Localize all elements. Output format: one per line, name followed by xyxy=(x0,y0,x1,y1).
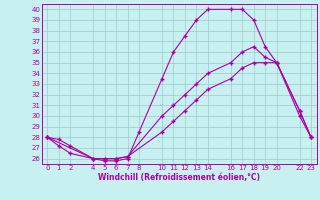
X-axis label: Windchill (Refroidissement éolien,°C): Windchill (Refroidissement éolien,°C) xyxy=(98,173,260,182)
